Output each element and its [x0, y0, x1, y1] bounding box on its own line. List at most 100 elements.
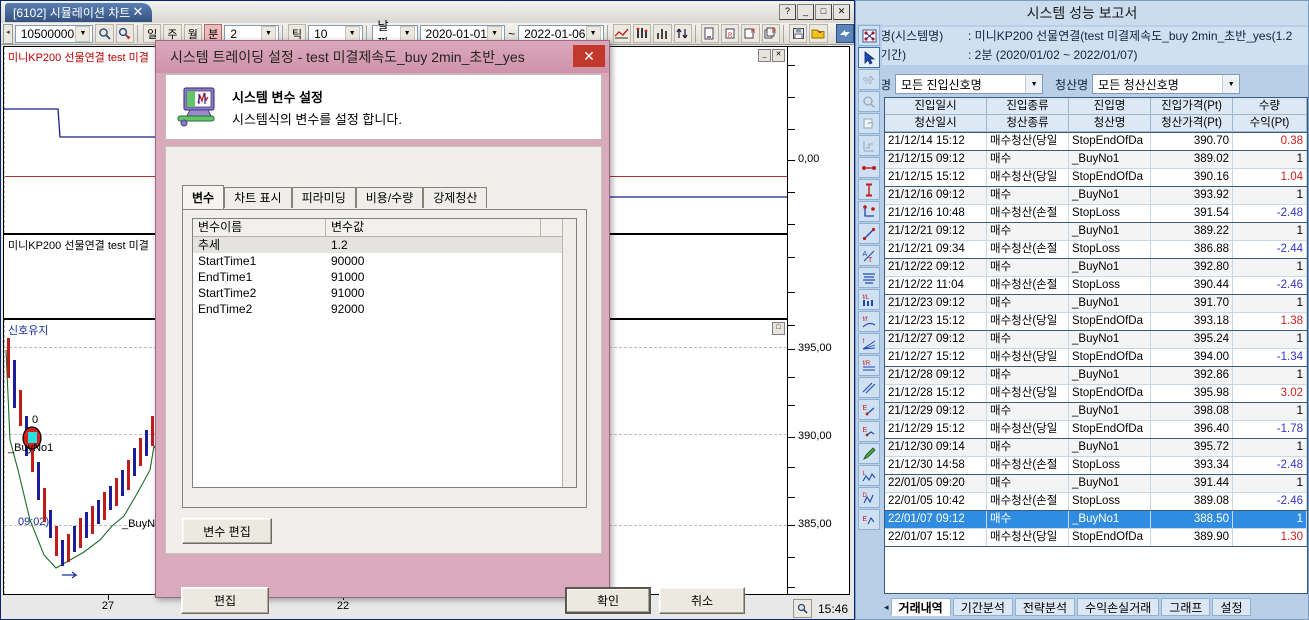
close-icon[interactable]: ✕	[573, 45, 605, 67]
table-row[interactable]: 21/12/29 09:12 매수 _BuyNo1 398.08 1	[885, 403, 1307, 421]
updown-arrows-icon[interactable]	[673, 24, 692, 43]
date-from-select[interactable]: 2020-01-01 ▼	[419, 24, 506, 43]
search-icon[interactable]	[95, 24, 114, 43]
tab-period-analysis[interactable]: 기간분석	[952, 598, 1013, 616]
tab-forced-liquidation[interactable]: 강제청산	[423, 187, 488, 208]
col-exit-name[interactable]: 청산명	[1069, 115, 1151, 132]
tab-pyramiding[interactable]: 피라미딩	[291, 187, 356, 208]
scroll-left-icon[interactable]: ◂	[3, 23, 13, 44]
cancel-button[interactable]: 취소	[659, 587, 745, 614]
search-delete-icon[interactable]	[115, 24, 135, 43]
tab-graph[interactable]: 그래프	[1161, 598, 1211, 616]
fibonacci-icon[interactable]: f/f	[858, 311, 880, 332]
col-quantity[interactable]: 수량	[1233, 98, 1307, 115]
col-entry-type[interactable]: 진입종류	[987, 98, 1069, 115]
edit-variable-button[interactable]: 변수 편집	[182, 518, 272, 544]
horizontal-measure-icon[interactable]	[858, 157, 880, 178]
entry-signal-select[interactable]: 모든 진입신호명 ▼	[895, 74, 1044, 94]
table-row[interactable]: StartTime1 90000	[193, 253, 576, 269]
table-row[interactable]: 22/01/05 10:42 매수청산(손절 StopLoss 389.08 -2.46	[885, 493, 1307, 511]
table-row[interactable]: 21/12/16 09:12 매수 _BuyNo1 393.92 1	[885, 187, 1307, 205]
tab-strategy-analysis[interactable]: 전략분석	[1014, 598, 1076, 616]
table-row[interactable]: StartTime2 91000	[193, 285, 576, 301]
copy-r-icon[interactable]: R	[741, 24, 760, 43]
table-row[interactable]: 21/12/28 09:12 매수 _BuyNo1 392.86 1	[885, 367, 1307, 385]
col-exit-type[interactable]: 청산종류	[987, 115, 1069, 132]
table-row[interactable]: 21/12/28 15:12 매수청산(당일 StopEndOfDa 395.98 3.…	[885, 385, 1307, 403]
period-day-button[interactable]: 일	[142, 24, 162, 43]
table-row[interactable]: 21/12/15 09:12 매수 _BuyNo1 389.02 1	[885, 151, 1307, 169]
table-row[interactable]: 21/12/23 15:12 매수청산(당일 StopEndOfDa 393.18 1.…	[885, 313, 1307, 331]
save-icon[interactable]	[788, 24, 808, 43]
percent-edit-icon[interactable]: %	[858, 69, 880, 90]
tab-trade-history[interactable]: 거래내역	[890, 598, 951, 616]
page-icon[interactable]	[700, 24, 720, 43]
table-row[interactable]: 21/12/27 09:12 매수 _BuyNo1 395.24 1	[885, 331, 1307, 349]
page-r-icon[interactable]: R	[721, 24, 740, 43]
col-variable-value[interactable]: 변수값	[326, 219, 541, 236]
table-row[interactable]: 추세 1.2	[193, 237, 576, 253]
pane-minimize-button[interactable]: _	[758, 49, 771, 62]
pencil-icon[interactable]	[858, 443, 880, 464]
table-row[interactable]: 21/12/21 09:12 매수 _BuyNo1 389.22 1	[885, 223, 1307, 241]
pane-restore-button[interactable]: □	[772, 322, 785, 335]
ok-button[interactable]: 확인	[565, 587, 651, 614]
col-exit-datetime[interactable]: 청산일시	[885, 115, 987, 132]
tab-chart-display[interactable]: 차트 표시	[224, 187, 292, 208]
text-lines-icon[interactable]	[858, 267, 880, 288]
col-entry-name[interactable]: 진입명	[1069, 98, 1151, 115]
date-to-select[interactable]: 2022-01-06 ▼	[518, 24, 604, 43]
parallel-lines-icon[interactable]	[858, 377, 880, 398]
table-row[interactable]: 21/12/27 15:12 매수청산(당일 StopEndOfDa 394.00 -1…	[885, 349, 1307, 367]
e-line-icon[interactable]: E	[858, 399, 880, 420]
close-icon[interactable]: ✕	[132, 4, 144, 19]
chart-window-tab[interactable]: [6102] 시뮬레이션 차트	[5, 3, 153, 22]
copy-r2-icon[interactable]: R	[761, 24, 781, 43]
tab-variables[interactable]: 변수	[182, 185, 225, 210]
col-entry-datetime[interactable]: 진입일시	[885, 98, 987, 115]
chart-step-icon[interactable]	[858, 135, 880, 156]
chevron-down-icon[interactable]: ▼	[1025, 75, 1043, 93]
trade-history-table[interactable]: 진입일시 진입종류 진입명 진입가격(Pt) 수량 청산일시 청산종류 청산명 …	[884, 97, 1308, 594]
trendline-icon[interactable]	[858, 223, 880, 244]
table-row[interactable]: 21/12/30 14:58 매수청산(손절 StopLoss 393.34 -2.48	[885, 457, 1307, 475]
candles-dots-icon[interactable]	[632, 24, 652, 43]
table-row[interactable]: 21/12/16 10:48 매수청산(손절 StopLoss 391.54 -2.48	[885, 205, 1307, 223]
grid-nodes-icon[interactable]	[858, 25, 880, 46]
signal-icon[interactable]	[612, 24, 631, 43]
refresh-icon[interactable]	[835, 24, 854, 43]
e-line2-icon[interactable]: E	[858, 421, 880, 442]
edit-button[interactable]: 편집	[181, 587, 269, 614]
vertical-measure-icon[interactable]	[858, 179, 880, 200]
corner-measure-icon[interactable]	[858, 201, 880, 222]
minimize-button[interactable]: _	[797, 4, 814, 20]
col-exit-price[interactable]: 청산가격(Pt)	[1151, 115, 1233, 132]
col-variable-name[interactable]: 변수이름	[193, 219, 326, 236]
copy-hand-icon[interactable]	[858, 113, 880, 134]
variables-grid[interactable]: 변수이름 변수값 추세 1.2 StartTime1 90000 EndTime…	[192, 218, 577, 488]
magnifier-edit-icon[interactable]	[858, 91, 880, 112]
col-entry-price[interactable]: 진입가격(Pt)	[1151, 98, 1233, 115]
fl-bars-icon[interactable]: f/L	[858, 289, 880, 310]
fan-arc-icon[interactable]: f	[858, 333, 880, 354]
fr-lines-icon[interactable]: f/R	[858, 355, 880, 376]
table-row[interactable]: 22/01/05 09:20 매수 _BuyNo1 391.44 1	[885, 475, 1307, 493]
table-row[interactable]: 21/12/22 11:04 매수청산(손절 StopLoss 390.44 -2.46	[885, 277, 1307, 295]
table-row[interactable]: 21/12/21 09:34 매수청산(손절 StopLoss 386.88 -2.44	[885, 241, 1307, 259]
magnifier-icon[interactable]	[792, 599, 812, 618]
table-row[interactable]: 22/01/07 15:12 매수청산(당일 StopEndOfDa 389.90 1.…	[885, 529, 1307, 547]
tabs-scroll-left-icon[interactable]: ◂	[884, 601, 889, 612]
arrow-select-icon[interactable]	[858, 47, 880, 68]
table-row[interactable]: 21/12/23 09:12 매수 _BuyNo1 391.70 1	[885, 295, 1307, 313]
maximize-button[interactable]: □	[815, 4, 832, 20]
pane-close-button[interactable]: ✕	[772, 49, 785, 62]
open-folder-icon[interactable]	[809, 24, 828, 43]
col-profit[interactable]: 수익(Pt)	[1233, 115, 1307, 132]
close-button[interactable]: ✕	[833, 4, 850, 20]
help-button[interactable]: ?	[779, 4, 796, 20]
symbol-code-input[interactable]: 10500000 ▼	[14, 24, 94, 43]
table-row[interactable]: EndTime1 91000	[193, 269, 576, 285]
d-pattern-icon[interactable]: D	[858, 487, 880, 508]
table-row[interactable]: 21/12/29 15:12 매수청산(당일 StopEndOfDa 396.40 -1…	[885, 421, 1307, 439]
